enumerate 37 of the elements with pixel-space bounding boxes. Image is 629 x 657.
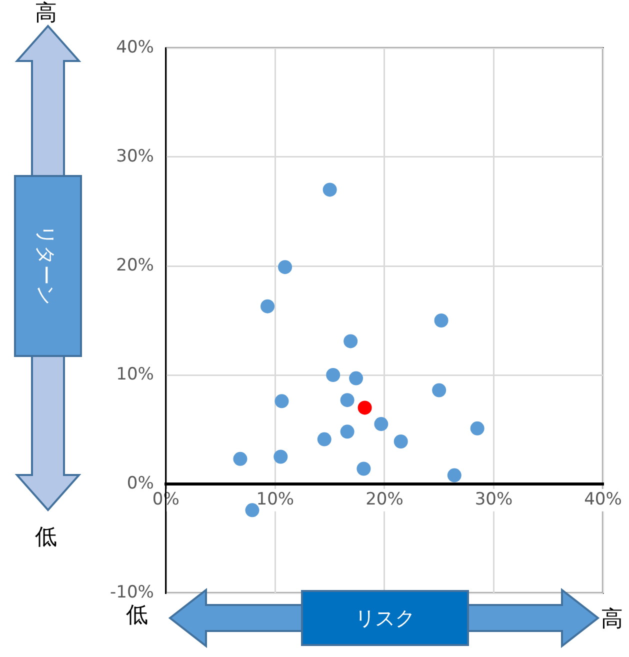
point [374,417,388,432]
x-tick-label: 40% [584,490,622,510]
point [394,434,408,448]
point [340,393,354,408]
point [260,299,275,314]
point [356,462,371,476]
y-tick-label: 0% [126,473,154,494]
y-tick-label: 20% [116,255,154,276]
y-axis-title: リターン [33,225,59,305]
y-tick-label: -10% [110,582,154,602]
point [245,503,260,518]
point [358,400,372,415]
point [322,182,337,197]
point [447,468,462,482]
y-tick-label: 40% [116,37,154,58]
point [274,450,288,464]
text: 高 [35,0,57,28]
point [344,334,358,348]
point [340,424,354,439]
point [349,371,364,386]
point [317,432,332,446]
point [274,394,289,408]
point [470,421,484,436]
y-tick-label: 10% [116,364,154,384]
x-tick-label: 20% [366,490,404,510]
point [326,368,340,382]
x-axis-title: リスク [354,605,416,632]
x-tick-label: 30% [474,490,513,510]
text: 高 [601,606,623,634]
text: 低 [35,524,57,552]
x-tick-label: 10% [256,490,294,510]
point [434,314,448,328]
point [432,383,446,398]
point [233,452,248,466]
text: 低 [126,603,148,628]
y-tick-label: 30% [116,146,154,166]
point [278,260,292,274]
